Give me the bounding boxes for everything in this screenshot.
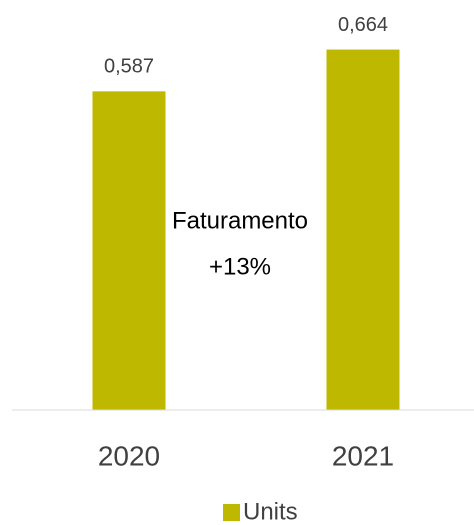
x-tick-label: 2021 xyxy=(332,440,394,471)
legend-swatch xyxy=(223,504,240,521)
annotation: +13% xyxy=(209,253,271,280)
data-label: 0,587 xyxy=(104,56,154,78)
legend-label: Units xyxy=(243,498,298,525)
x-tick-label: 2020 xyxy=(98,440,160,471)
data-label: 0,664 xyxy=(338,14,388,36)
annotation: Faturamento xyxy=(172,207,308,234)
bar xyxy=(326,49,400,411)
bar xyxy=(92,91,166,410)
